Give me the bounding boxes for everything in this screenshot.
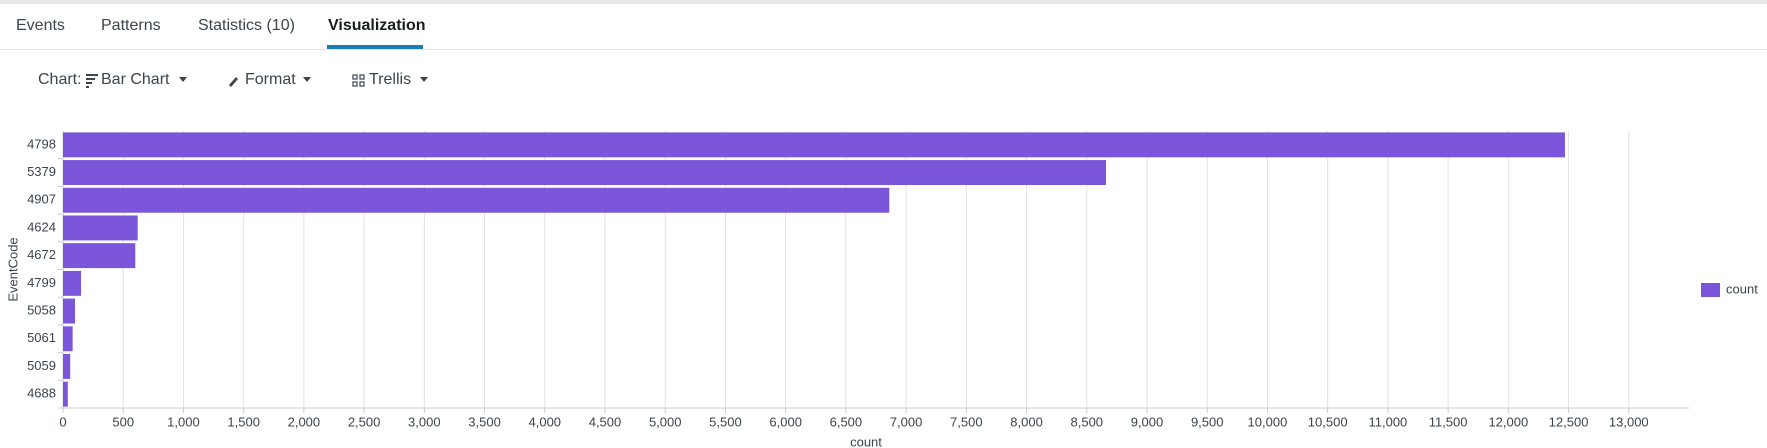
x-tick-label: 500 — [112, 414, 134, 429]
x-tick-label: 2,500 — [348, 414, 381, 429]
trellis-button[interactable]: Trellis — [369, 71, 411, 88]
x-tick-label: 10,500 — [1308, 414, 1348, 429]
bar — [63, 326, 73, 352]
x-tick-label: 9,500 — [1191, 414, 1224, 429]
tab[interactable]: Events — [16, 17, 65, 34]
y-tick-label: 4688 — [27, 386, 56, 401]
trellis-icon — [352, 74, 365, 87]
y-tick-label: 5061 — [27, 330, 56, 345]
x-tick-label: 7,500 — [950, 414, 983, 429]
x-tick-label: 6,000 — [769, 414, 802, 429]
x-tick-label: 12,000 — [1488, 414, 1528, 429]
bar — [63, 160, 1107, 186]
tab[interactable]: Patterns — [101, 17, 161, 34]
x-tick-label: 12,500 — [1549, 414, 1589, 429]
x-tick-label: 13,000 — [1609, 414, 1649, 429]
y-tick-label: 4907 — [27, 192, 56, 207]
x-tick-label: 11,500 — [1429, 414, 1468, 429]
y-tick-label: 4672 — [27, 247, 56, 262]
x-tick-label: 10,000 — [1248, 414, 1288, 429]
format-button[interactable]: Format — [245, 71, 296, 88]
caret — [179, 77, 187, 82]
tab-active[interactable]: Visualization — [328, 17, 426, 34]
y-tick-label: 5379 — [27, 164, 56, 179]
x-tick-label: 1,500 — [227, 414, 260, 429]
legend-swatch — [1701, 283, 1720, 297]
top-bar — [0, 0, 1767, 4]
chart: 0 500 1,000 1,500 2,000 2,500 3,000 3,500 4,000 4… — [5, 131, 1758, 448]
x-tick-label: 8,000 — [1010, 414, 1043, 429]
y-tick-label: 4799 — [27, 275, 56, 290]
y-tick-label: 5059 — [27, 358, 56, 373]
x-tick-label: 4,000 — [529, 414, 562, 429]
x-tick-label: 11,000 — [1368, 414, 1407, 429]
tab[interactable]: Statistics (10) — [198, 17, 295, 34]
tab-underline — [327, 45, 423, 49]
bar — [63, 353, 71, 379]
bar — [63, 270, 82, 296]
x-tick-label: 3,000 — [408, 414, 441, 429]
x-tick-label: 9,000 — [1131, 414, 1164, 429]
caret — [420, 77, 428, 82]
x-tick-label: 6,500 — [830, 414, 863, 429]
x-tick-label: 4,500 — [589, 414, 622, 429]
y-tick-label: 4798 — [27, 136, 56, 151]
bar — [63, 215, 138, 241]
x-tick-label: 3,500 — [468, 414, 501, 429]
bar — [63, 298, 76, 324]
chart-type[interactable]: Bar Chart — [101, 71, 170, 88]
x-tick-label: 5,500 — [709, 414, 742, 429]
x-axis-title: count — [850, 434, 882, 448]
bar — [63, 243, 136, 269]
chart-label: Chart: — [38, 71, 82, 88]
y-tick-label: 4624 — [27, 219, 56, 234]
bar — [63, 381, 68, 407]
y-tick-label: 5058 — [27, 302, 56, 317]
legend-label: count — [1726, 281, 1758, 296]
x-tick-label: 5,000 — [649, 414, 682, 429]
x-tick-label: 1,000 — [167, 414, 200, 429]
x-tick-label: 8,500 — [1071, 414, 1104, 429]
x-tick-label: 7,000 — [890, 414, 923, 429]
caret — [303, 77, 311, 82]
brush-icon — [229, 77, 238, 87]
bar — [63, 132, 1565, 158]
bar-icon — [86, 74, 98, 88]
y-axis-title: EventCode — [5, 237, 20, 301]
x-tick-label: 2,000 — [288, 414, 321, 429]
x-tick-label: 0 — [59, 414, 66, 429]
bar — [63, 187, 890, 213]
